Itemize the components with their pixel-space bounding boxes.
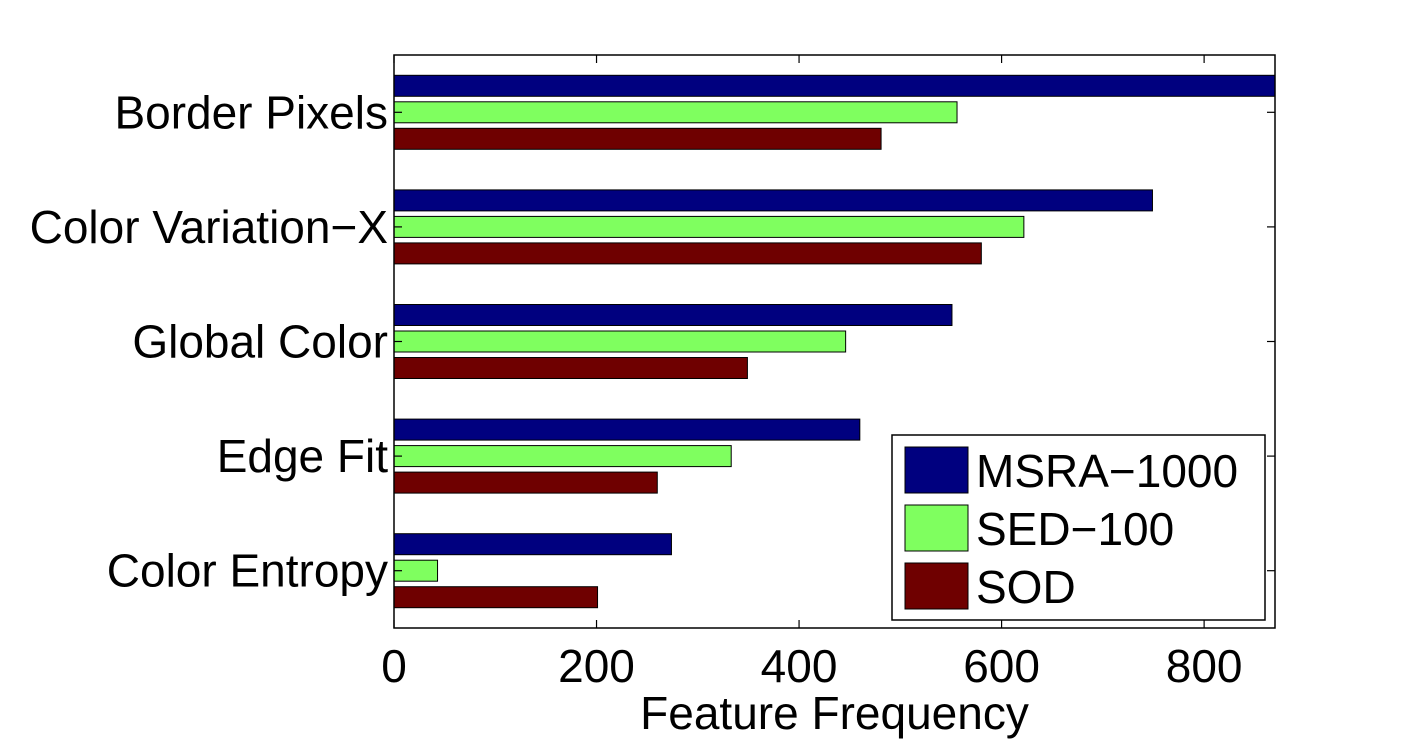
y-tick-label: Color Variation−X [30,201,388,253]
x-tick-label: 600 [963,640,1040,692]
x-tick-label: 800 [1166,640,1243,692]
y-tick-label: Color Entropy [107,545,388,597]
bar-3-3 [393,357,748,379]
legend-swatch [904,504,969,552]
x-tick-label: 400 [761,640,838,692]
x-axis: 0 200 400 600 800 [381,55,1242,692]
bar-2-2 [393,215,1025,238]
y-tick-label: Edge Fit [217,430,389,482]
legend-swatch [904,446,969,494]
legend: MSRA−1000 SED−100 SOD [891,434,1266,621]
bar-1-2 [393,189,1153,212]
y-axis: Border Pixels Color Variation−X Global Col… [30,86,1275,597]
bar-3-1 [393,127,882,150]
x-tick-label: 0 [381,640,407,692]
y-tick-label: Global Color [132,316,388,368]
legend-label: SED−100 [976,503,1174,555]
bar-1-5 [393,533,672,556]
legend-label: MSRA−1000 [976,445,1238,497]
bar-3-5 [393,586,599,609]
bar-2-4 [393,445,732,468]
bar-2-3 [393,330,847,353]
bar-2-1 [393,101,958,124]
x-axis-label: Feature Frequency [640,687,1029,739]
bar-1-4 [393,418,861,441]
bar-1-1 [393,74,1276,97]
bar-3-2 [393,242,982,265]
bar-3-4 [393,471,658,494]
x-tick-label: 200 [558,640,635,692]
legend-swatch [904,562,969,610]
legend-label: SOD [976,561,1076,613]
y-tick-label: Border Pixels [114,86,388,138]
bar-1-3 [393,304,953,326]
